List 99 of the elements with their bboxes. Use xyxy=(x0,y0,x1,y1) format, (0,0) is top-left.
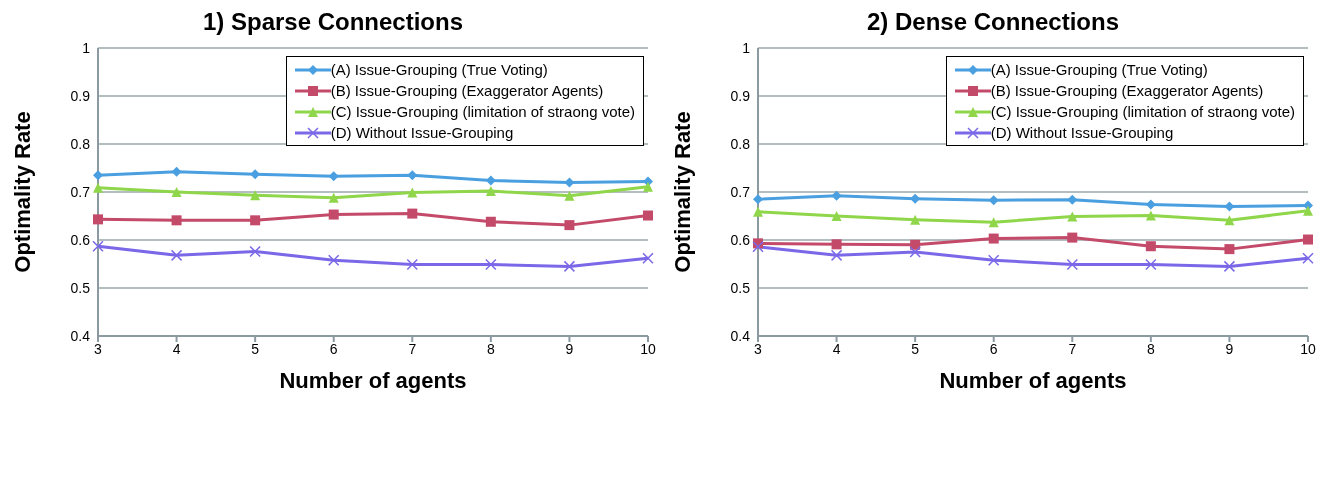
y-axis-title: Optimality Rate xyxy=(9,111,35,273)
x-tick-label: 5 xyxy=(911,340,920,357)
point xyxy=(752,240,764,253)
x-tick-label: 3 xyxy=(754,340,763,357)
y-tick-label: 0.5 xyxy=(730,279,751,296)
x-tick-label: 3 xyxy=(94,340,103,357)
point xyxy=(93,170,103,181)
point xyxy=(250,190,261,201)
legend-label: (D) Without Issue-Grouping xyxy=(990,124,1174,141)
chart-title: 2) Dense Connections xyxy=(865,8,1120,37)
x-tick-label: 4 xyxy=(832,340,841,357)
legend-label: (C) Issue-Grouping (limitation of straong vote) xyxy=(990,103,1295,120)
y-tick-label: 0.8 xyxy=(730,135,751,152)
point xyxy=(1145,241,1156,252)
point xyxy=(171,187,182,197)
point xyxy=(753,194,763,205)
y-tick-label: 0.4 xyxy=(70,327,91,344)
x-tick-label: 8 xyxy=(486,340,495,357)
point xyxy=(988,233,999,244)
point xyxy=(328,192,339,203)
point xyxy=(327,254,340,266)
legend-label: (D) Without Issue-Grouping xyxy=(330,124,514,141)
y-tick-label: 0.4 xyxy=(730,327,751,344)
y-tick-label: 0.9 xyxy=(70,87,91,104)
point xyxy=(643,210,653,221)
point xyxy=(1224,244,1235,255)
legend-label: (C) Issue-Grouping (limitation of straong vote) xyxy=(330,103,635,120)
y-tick-label: 1 xyxy=(742,39,751,56)
point xyxy=(485,258,497,271)
legend-label: (B) Issue-Grouping (Exaggerator Agents) xyxy=(990,82,1264,99)
point xyxy=(831,239,842,250)
x-tick-label: 7 xyxy=(1068,340,1077,357)
point xyxy=(485,186,496,197)
chart-title: 1) Sparse Connections xyxy=(201,8,465,37)
point xyxy=(92,240,104,252)
point xyxy=(407,208,418,219)
point xyxy=(753,206,763,217)
point xyxy=(171,215,182,226)
y-tick-label: 0.6 xyxy=(70,231,91,248)
y-axis-title: Optimality Rate xyxy=(669,111,695,273)
point xyxy=(563,260,576,273)
x-tick-label: 6 xyxy=(989,340,998,357)
x-tick-label: 10 xyxy=(1300,340,1316,357)
y-tick-label: 0.6 xyxy=(730,231,751,248)
point xyxy=(171,166,182,177)
point xyxy=(407,187,418,198)
point xyxy=(1303,234,1313,245)
x-tick-label: 5 xyxy=(251,340,260,357)
point xyxy=(643,181,653,192)
point xyxy=(1067,232,1078,243)
point xyxy=(1224,215,1235,226)
point xyxy=(830,249,843,262)
point xyxy=(250,215,261,226)
x-tick-label: 9 xyxy=(1225,340,1234,357)
x-tick-label: 7 xyxy=(408,340,417,357)
x-tick-label: 9 xyxy=(565,340,574,357)
point xyxy=(1145,199,1156,210)
point xyxy=(406,258,419,271)
point xyxy=(988,195,999,206)
x-tick-label: 10 xyxy=(640,340,656,357)
point xyxy=(831,190,842,201)
y-tick-label: 1 xyxy=(82,39,91,56)
legend-label: (A) Issue-Grouping (True Voting) xyxy=(990,61,1208,78)
point xyxy=(1067,194,1078,205)
point xyxy=(485,175,496,186)
point xyxy=(93,214,103,225)
point xyxy=(564,220,575,231)
x-tick-label: 6 xyxy=(329,340,338,357)
x-tick-label: 8 xyxy=(1146,340,1155,357)
point xyxy=(642,252,654,264)
point xyxy=(1303,205,1313,216)
point xyxy=(1066,258,1079,271)
point xyxy=(328,171,339,182)
point xyxy=(170,249,183,262)
point xyxy=(910,214,921,225)
point xyxy=(909,246,921,258)
point xyxy=(1145,210,1156,221)
point xyxy=(988,217,999,228)
y-tick-label: 0.8 xyxy=(70,135,91,152)
x-tick-label: 4 xyxy=(172,340,181,357)
y-tick-label: 0.5 xyxy=(70,279,91,296)
point xyxy=(1302,252,1314,264)
legend-label: (B) Issue-Grouping (Exaggerator Agents) xyxy=(330,82,604,99)
x-axis-title: Number of agents xyxy=(279,368,467,393)
point xyxy=(328,209,339,220)
point xyxy=(1223,260,1236,273)
point xyxy=(564,190,575,201)
y-tick-label: 0.7 xyxy=(70,183,91,200)
point xyxy=(987,254,1000,266)
point xyxy=(831,211,842,221)
point xyxy=(93,182,103,193)
y-tick-label: 0.7 xyxy=(730,183,751,200)
y-tick-label: 0.9 xyxy=(730,87,751,104)
legend-label: (A) Issue-Grouping (True Voting) xyxy=(330,61,548,78)
point xyxy=(1145,258,1157,271)
point xyxy=(249,245,261,258)
x-axis-title: Number of agents xyxy=(939,368,1127,393)
point xyxy=(485,216,496,227)
point xyxy=(1067,211,1078,222)
